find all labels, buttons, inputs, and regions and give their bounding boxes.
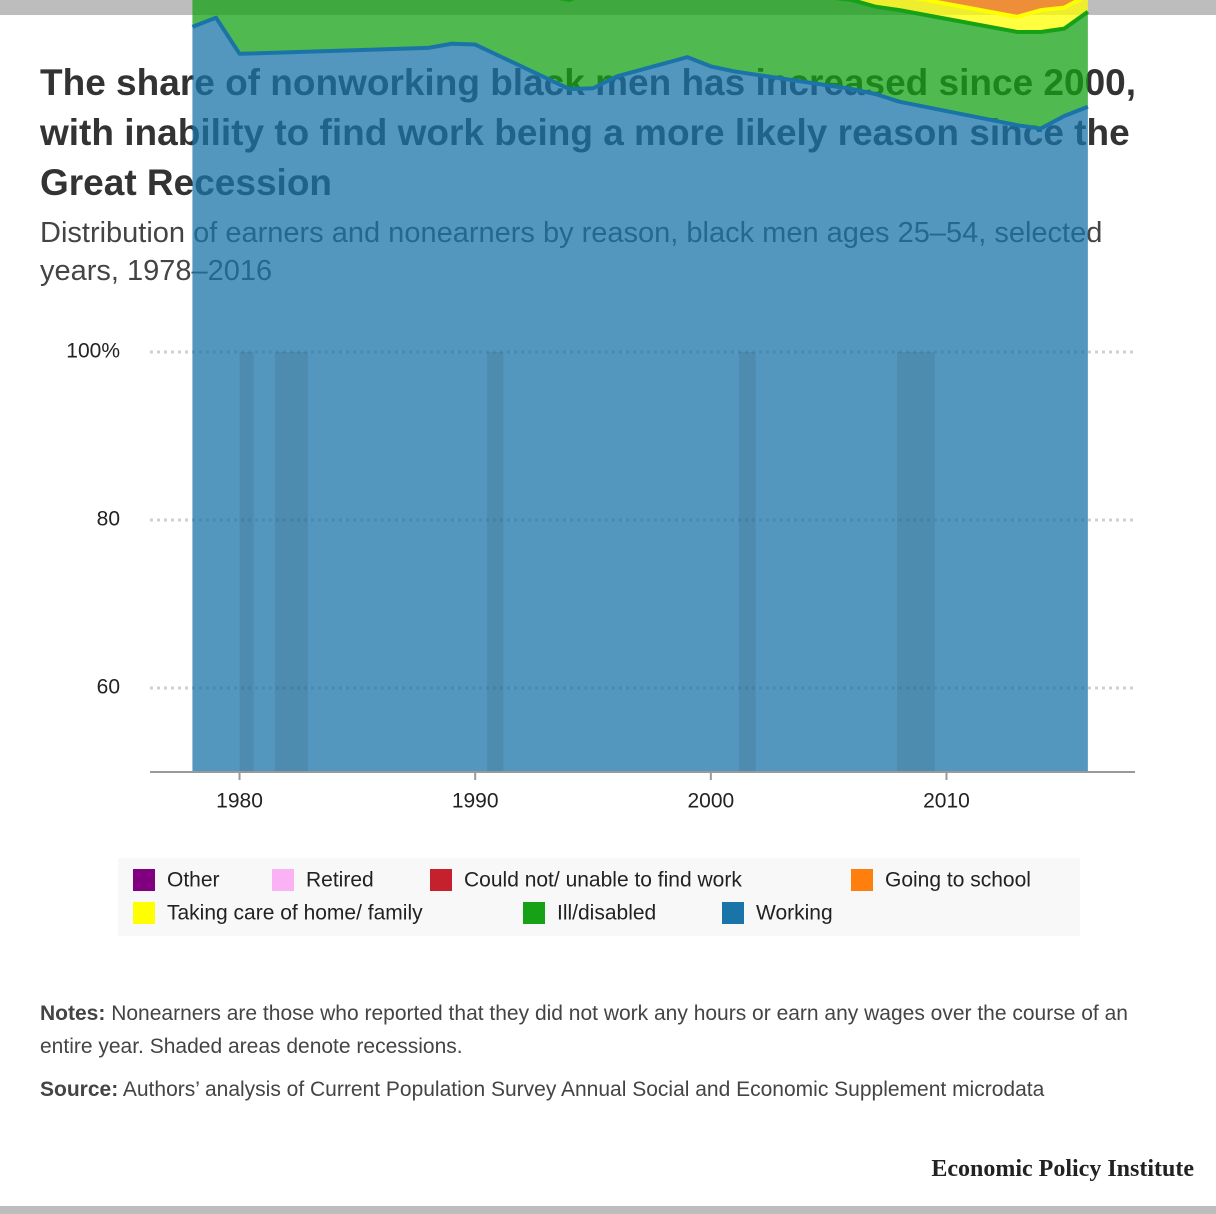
legend-label: Retired [306, 869, 374, 892]
area [192, 0, 1088, 129]
legend-swatch [851, 869, 873, 891]
line [915, 0, 1083, 19]
legend-label: Could not/ unable to find work [464, 869, 742, 892]
legend-label: Ill/disabled [557, 902, 656, 925]
line [191, 15, 1089, 131]
source: Source: Authors’ analysis of Current Pop… [40, 1073, 1160, 1106]
x-tick-label: 2010 [923, 790, 970, 813]
credit: Economic Policy Institute [931, 1156, 1194, 1182]
legend-swatch [133, 902, 155, 924]
legend-label: Working [756, 902, 833, 925]
recession-band [896, 352, 935, 772]
legend-label: Taking care of home/ family [167, 902, 423, 925]
x-tick-label: 1980 [216, 790, 263, 813]
legend-swatch [722, 902, 744, 924]
legend-label: Other [167, 869, 220, 892]
x-tick-label: 1990 [452, 790, 499, 813]
area [926, 0, 1079, 17]
legend-label: Going to school [885, 869, 1031, 892]
notes-label: Notes: [40, 1002, 106, 1025]
legend-swatch [523, 902, 545, 924]
x-tick-label: 2000 [687, 790, 734, 813]
recession-band [274, 352, 308, 772]
legend-swatch [430, 869, 452, 891]
legend-swatch [133, 869, 155, 891]
notes-text: Nonearners are those who reported that t… [40, 1002, 1128, 1058]
area [192, 17, 1088, 773]
source-label: Source: [40, 1078, 119, 1101]
legend-swatch [272, 869, 294, 891]
y-tick-label: 100% [66, 340, 120, 363]
notes: Notes: Nonearners are those who reported… [40, 997, 1160, 1063]
recession-band [239, 352, 254, 772]
y-tick-label: 60 [97, 676, 120, 699]
y-tick-label: 80 [97, 508, 120, 531]
bottom-bar [0, 1206, 1216, 1214]
area [569, 0, 1088, 32]
recession-band [486, 352, 504, 772]
recession-band [739, 352, 756, 772]
source-text: Authors’ analysis of Current Population … [122, 1078, 1045, 1101]
line [558, 0, 1090, 34]
